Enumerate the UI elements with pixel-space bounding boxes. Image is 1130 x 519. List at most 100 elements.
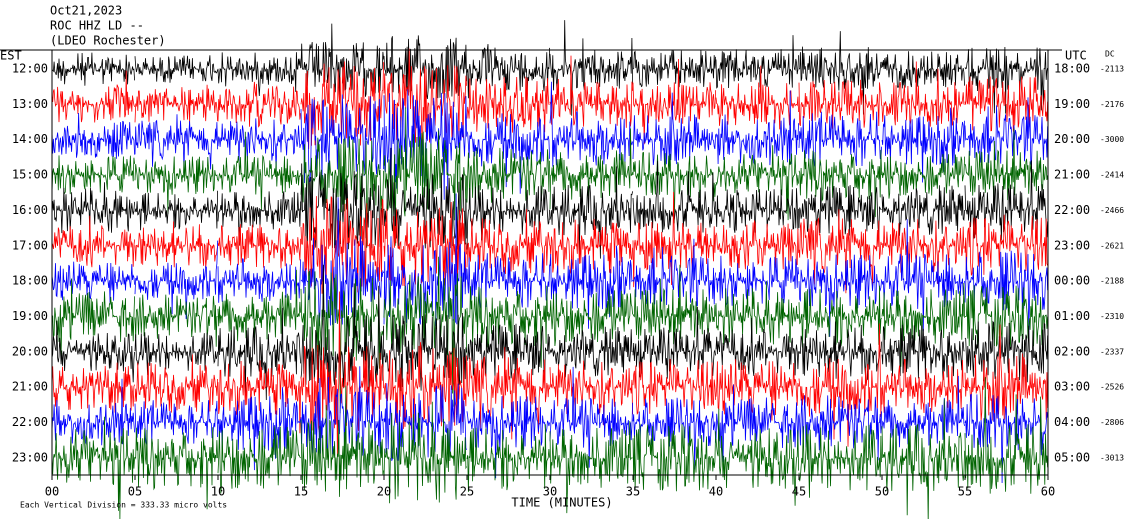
title: Oct21,2023	[50, 4, 122, 18]
trace-segment	[798, 31, 882, 115]
trace-segment	[51, 112, 135, 159]
trace-segment	[715, 35, 799, 89]
trace-segment	[217, 81, 301, 128]
trace-segment	[383, 107, 467, 246]
x-tick-label: 10	[211, 485, 225, 499]
trace-segment	[51, 378, 135, 446]
trace-segment	[466, 424, 550, 492]
trace-segment	[964, 250, 1048, 339]
trace-segment	[217, 191, 301, 246]
trace-segment	[798, 321, 882, 380]
utc-label: 19:00	[1054, 97, 1090, 111]
trace-segment	[134, 240, 218, 320]
utc-label: 21:00	[1054, 168, 1090, 182]
trace-segment	[300, 94, 384, 184]
trace-segment	[134, 354, 218, 413]
trace-segment	[134, 332, 218, 376]
x-tick-label: 25	[460, 485, 474, 499]
trace-segment	[217, 269, 301, 342]
utc-label: 23:00	[1054, 238, 1090, 252]
subtitle: ROC HHZ LD --	[50, 19, 144, 33]
trace-segment	[383, 312, 467, 392]
trace-segment	[964, 214, 1048, 277]
utc-label: 22:00	[1054, 203, 1090, 217]
trace-segment	[51, 155, 135, 196]
trace-segment	[881, 154, 965, 199]
x-tick-label: 55	[958, 485, 972, 499]
trace-segment	[632, 397, 716, 470]
dc-value: -2806	[1100, 418, 1124, 427]
trace-segment	[632, 358, 716, 415]
x-tick-label: 35	[626, 485, 640, 499]
dc-value: -2188	[1100, 277, 1124, 286]
trace-segment	[549, 128, 633, 210]
x-tick-label: 45	[792, 485, 806, 499]
trace-segment	[134, 190, 218, 231]
trace-segment	[881, 282, 965, 367]
trace-segment	[964, 377, 1048, 494]
trace-segment	[466, 285, 550, 368]
trace-segment	[632, 191, 716, 288]
trace-segment	[715, 90, 799, 166]
trace-segment	[965, 285, 1048, 348]
trace-segment	[217, 131, 301, 211]
trace-segment	[51, 70, 135, 123]
trace-segment	[383, 201, 467, 291]
trace-segment	[466, 323, 550, 381]
trace-segment	[632, 58, 716, 145]
trace-segment	[51, 278, 135, 357]
trace-segment	[715, 145, 799, 221]
trace-segment	[715, 255, 799, 308]
trace-segment	[798, 424, 882, 498]
trace-segment	[798, 79, 882, 129]
trace-segment	[134, 156, 218, 215]
trace-segment	[549, 55, 633, 128]
trace-segment	[134, 55, 218, 83]
trace-segment	[549, 290, 633, 347]
trace-segment	[715, 384, 799, 463]
x-tick-label: 15	[294, 485, 308, 499]
trace-segment	[134, 84, 218, 124]
trace-segment	[632, 423, 716, 492]
trace-segment	[881, 61, 965, 127]
trace-segment	[549, 326, 633, 378]
trace-segment	[217, 224, 301, 269]
station: (LDEO Rochester)	[50, 34, 166, 48]
dc-value: -2113	[1100, 65, 1124, 74]
trace-segment	[549, 366, 633, 468]
trace-segment	[549, 245, 633, 329]
est-label: 14:00	[12, 132, 48, 146]
trace-segment	[134, 114, 218, 173]
trace-segment	[217, 387, 301, 471]
trace-segment	[715, 317, 799, 376]
x-tick-label: 60	[1041, 485, 1055, 499]
x-tick-label: 40	[709, 485, 723, 499]
trace-segment	[466, 209, 550, 275]
dc-value: -2414	[1100, 171, 1124, 180]
trace-segment	[715, 220, 799, 270]
trace-segment	[51, 416, 135, 519]
trace-segment	[881, 358, 965, 414]
est-label: 12:00	[12, 62, 48, 76]
x-tick-label: 00	[45, 485, 59, 499]
trace-segment	[964, 46, 1048, 114]
trace-segment	[715, 65, 799, 130]
trace-segment	[51, 52, 135, 86]
est-label: 18:00	[12, 274, 48, 288]
est-label: 21:00	[12, 380, 48, 394]
trace-segment	[715, 281, 799, 345]
trace-segment	[964, 393, 1048, 484]
trace-segment	[51, 182, 135, 234]
trace-segment	[549, 421, 633, 514]
trace-segment	[383, 341, 467, 430]
trace-segment	[964, 128, 1048, 201]
dc-value: -2621	[1100, 241, 1124, 250]
trace-segment	[881, 51, 965, 89]
trace-segment	[134, 427, 218, 510]
trace-segment	[217, 426, 301, 494]
trace-segment	[134, 294, 218, 347]
trace-segment	[383, 401, 467, 504]
trace-segment	[798, 185, 882, 236]
trace-segment	[798, 323, 882, 447]
trace-segment	[300, 196, 384, 296]
